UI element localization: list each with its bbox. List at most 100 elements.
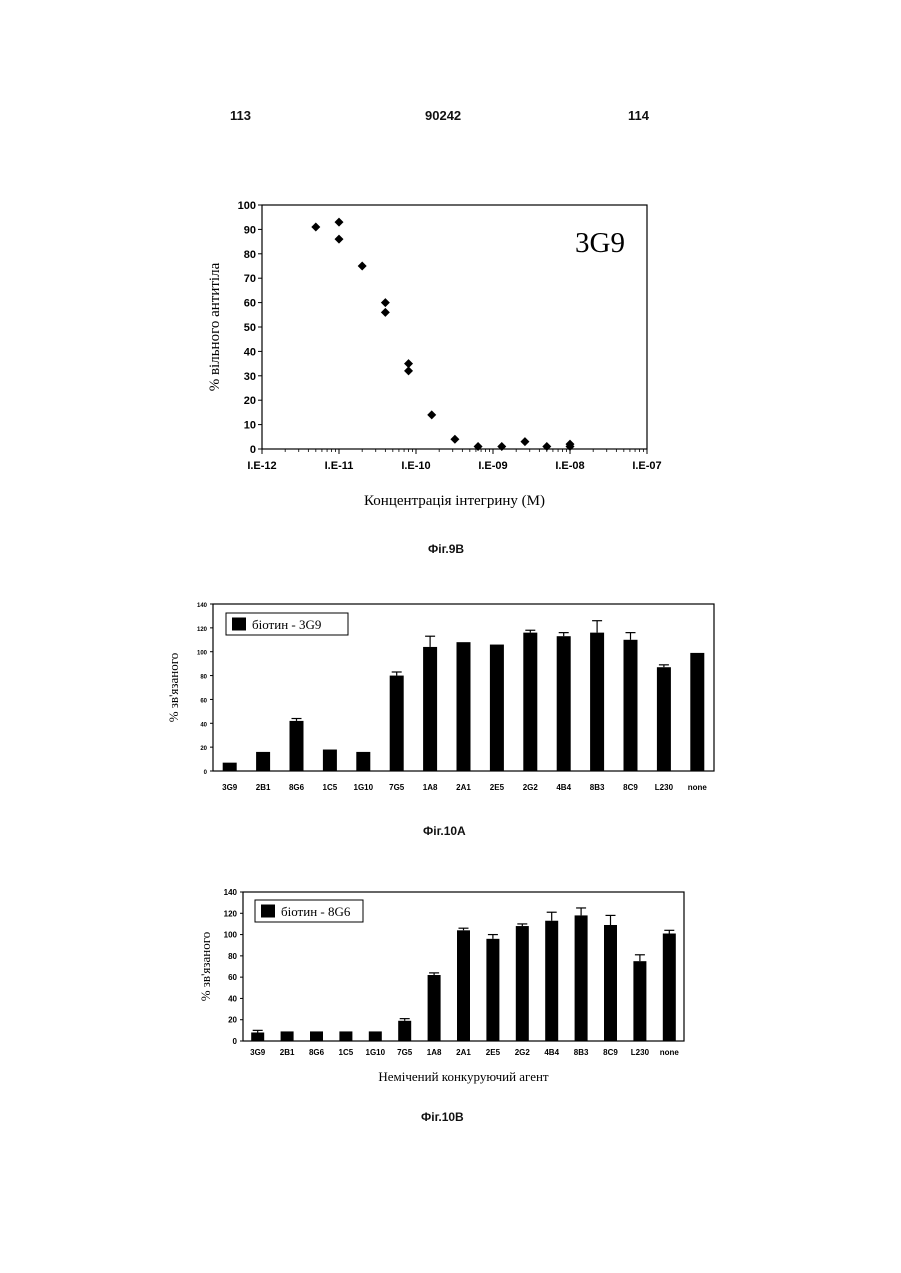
category-label: 4B4 bbox=[544, 1048, 559, 1057]
category-label: 2A1 bbox=[456, 1048, 471, 1057]
y-tick-label: 120 bbox=[197, 627, 208, 633]
y-tick-label: 140 bbox=[197, 603, 208, 609]
bar bbox=[390, 676, 404, 771]
y-tick-label: 70 bbox=[244, 273, 256, 285]
y-axis-label: % вільного антитіла bbox=[207, 262, 223, 391]
figure-10b-caption: Фіг.10В bbox=[421, 1110, 464, 1124]
bar bbox=[251, 1032, 264, 1041]
category-label: none bbox=[660, 1048, 680, 1057]
legend-swatch bbox=[232, 618, 246, 631]
category-label: 8B3 bbox=[574, 1048, 589, 1057]
bar bbox=[490, 645, 504, 771]
category-label: 2B1 bbox=[280, 1048, 295, 1057]
bar bbox=[690, 653, 704, 771]
page-number-left: 113 bbox=[230, 108, 251, 123]
category-label: 8B3 bbox=[590, 783, 605, 792]
bar bbox=[575, 915, 588, 1041]
category-label: 2A1 bbox=[456, 783, 471, 792]
bar bbox=[633, 961, 646, 1041]
figure-10b-bar-chart: 0204060801001201403G92B18G61C51G107G51A8… bbox=[0, 880, 901, 1090]
bar bbox=[457, 642, 471, 771]
data-point bbox=[335, 218, 344, 227]
bar bbox=[290, 721, 304, 771]
bar bbox=[423, 647, 437, 771]
y-tick-label: 20 bbox=[228, 1016, 237, 1025]
category-label: 2G2 bbox=[515, 1048, 531, 1057]
x-tick-label: I.E-12 bbox=[247, 460, 276, 472]
figure-9b-caption: Фіг.9В bbox=[428, 542, 464, 556]
bar bbox=[523, 633, 537, 771]
y-tick-label: 0 bbox=[233, 1037, 238, 1046]
data-point bbox=[497, 442, 506, 451]
category-label: L230 bbox=[655, 783, 674, 792]
category-label: 7G5 bbox=[389, 783, 405, 792]
y-tick-label: 60 bbox=[228, 973, 237, 982]
x-axis-label: Концентрація інтегрину (М) bbox=[364, 493, 545, 509]
chart-annotation: 3G9 bbox=[575, 227, 625, 259]
category-label: 4B4 bbox=[556, 783, 571, 792]
bar bbox=[604, 925, 617, 1041]
bar bbox=[223, 763, 237, 771]
category-label: 8C9 bbox=[623, 783, 638, 792]
figure-9b-scatter-chart: 0102030405060708090100I.E-12I.E-11I.E-10… bbox=[0, 190, 901, 530]
data-point bbox=[335, 235, 344, 244]
bar bbox=[281, 1031, 294, 1041]
category-label: none bbox=[688, 783, 708, 792]
data-point bbox=[450, 435, 459, 444]
y-tick-label: 60 bbox=[200, 698, 207, 704]
bar bbox=[557, 636, 571, 771]
category-label: 1A8 bbox=[423, 783, 438, 792]
figure-10a-bar-chart: 0204060801001201403G92B18G61C51G107G51A8… bbox=[0, 595, 901, 810]
data-point bbox=[381, 308, 390, 317]
category-label: 2B1 bbox=[256, 783, 271, 792]
y-tick-label: 50 bbox=[244, 322, 256, 334]
category-label: 1C5 bbox=[323, 783, 338, 792]
y-tick-label: 100 bbox=[197, 651, 208, 657]
y-tick-label: 60 bbox=[244, 298, 256, 310]
y-tick-label: 20 bbox=[244, 395, 256, 407]
category-label: 8C9 bbox=[603, 1048, 618, 1057]
bar bbox=[516, 926, 529, 1041]
data-point bbox=[542, 442, 551, 451]
data-point bbox=[520, 437, 529, 446]
y-tick-label: 80 bbox=[228, 952, 237, 961]
data-point bbox=[427, 410, 436, 419]
x-tick-label: I.E-10 bbox=[401, 460, 430, 472]
y-tick-label: 40 bbox=[244, 346, 256, 358]
patent-number: 90242 bbox=[425, 108, 461, 123]
bar bbox=[663, 934, 676, 1041]
y-tick-label: 120 bbox=[224, 909, 238, 918]
bar bbox=[256, 752, 270, 771]
y-tick-label: 20 bbox=[200, 746, 207, 752]
bar bbox=[545, 921, 558, 1041]
category-label: 1A8 bbox=[427, 1048, 442, 1057]
y-tick-label: 140 bbox=[224, 888, 238, 897]
data-point bbox=[404, 366, 413, 375]
category-label: 8G6 bbox=[309, 1048, 325, 1057]
bar bbox=[339, 1031, 352, 1041]
y-tick-label: 90 bbox=[244, 224, 256, 236]
bar bbox=[590, 633, 604, 771]
category-label: 1C5 bbox=[339, 1048, 354, 1057]
page-number-right: 114 bbox=[628, 108, 649, 123]
bar bbox=[657, 667, 671, 771]
category-label: L230 bbox=[631, 1048, 650, 1057]
x-tick-label: I.E-09 bbox=[478, 460, 507, 472]
bar bbox=[486, 939, 499, 1041]
x-axis-label: Немічений конкуруючий агент bbox=[378, 1069, 549, 1084]
y-tick-label: 100 bbox=[238, 200, 256, 212]
y-tick-label: 30 bbox=[244, 371, 256, 383]
category-label: 2E5 bbox=[486, 1048, 501, 1057]
bar bbox=[369, 1031, 382, 1041]
y-tick-label: 100 bbox=[224, 931, 238, 940]
y-tick-label: 0 bbox=[250, 444, 256, 456]
bar bbox=[457, 930, 470, 1041]
category-label: 2G2 bbox=[523, 783, 539, 792]
bar bbox=[398, 1021, 411, 1041]
y-tick-label: 0 bbox=[204, 770, 208, 776]
category-label: 3G9 bbox=[250, 1048, 266, 1057]
category-label: 1G10 bbox=[354, 783, 374, 792]
x-tick-label: I.E-08 bbox=[555, 460, 584, 472]
y-axis-label: % зв'язаного bbox=[198, 932, 213, 1002]
y-tick-label: 40 bbox=[200, 722, 207, 728]
